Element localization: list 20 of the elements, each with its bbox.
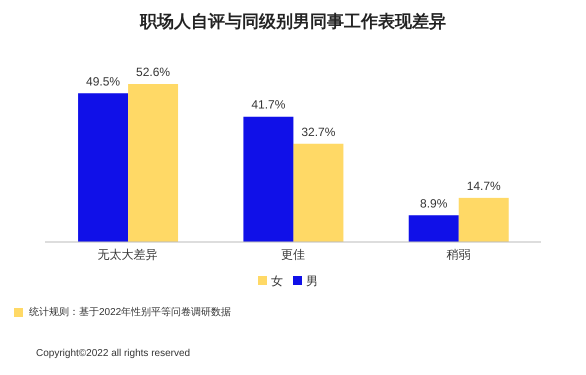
data-label: 32.7% [301, 124, 336, 139]
bar [243, 116, 294, 242]
x-tick-label: 更佳 [281, 248, 305, 262]
legend-label: 男 [306, 274, 318, 288]
text: 统计规则：基于2022年性别平等问卷调研数据 [29, 306, 232, 319]
x-tick-label: 无太大差异 [98, 248, 158, 262]
data-label: 52.6% [136, 64, 170, 79]
x-tick-label: 稍弱 [446, 248, 470, 262]
data-label: 41.7% [251, 98, 286, 112]
bar [128, 84, 178, 242]
legend-label: 女 [271, 274, 283, 288]
data-label: 49.5% [86, 74, 120, 88]
bar [293, 144, 344, 242]
chart-title: 职场人自评与同级别男同事工作表现差异 [138, 11, 447, 33]
text: Copyright©2022 all rights reserved [36, 348, 190, 359]
data-label: 14.7% [466, 178, 502, 193]
bar [408, 215, 459, 242]
data-label: 8.9% [420, 196, 448, 210]
bar [78, 93, 128, 242]
bar [458, 198, 509, 242]
